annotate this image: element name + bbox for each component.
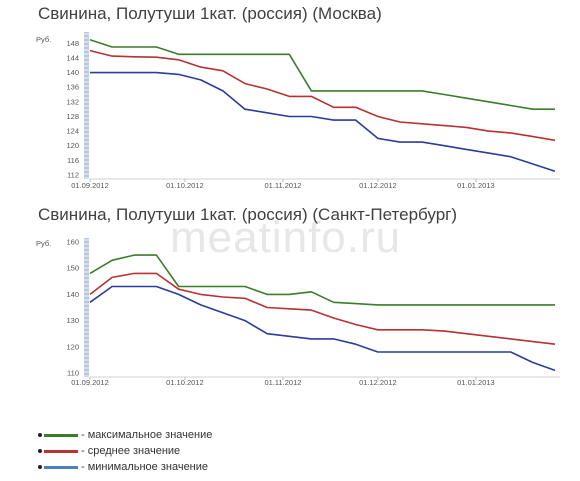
legend-line-avg — [44, 449, 78, 453]
chart-title-moscow: Свинина, Полутуши 1кат. (россия) (Москва… — [38, 4, 382, 23]
y-tick-label: 112 — [67, 171, 79, 180]
series-line-min — [89, 285, 556, 372]
bullet-icon — [38, 449, 42, 453]
legend-label-min: - минимальное значение — [81, 461, 209, 473]
legend: - максимальное значение - среднее значен… — [38, 427, 212, 475]
y-tick-label: 132 — [66, 97, 79, 106]
legend-label-avg: - среднее значение — [81, 445, 181, 457]
chart-title-spb: Свинина, Полутуши 1кат. (россия) (Санкт-… — [38, 205, 458, 224]
bullet-icon — [38, 433, 42, 437]
x-tick-label: 01.09.2012 — [71, 378, 109, 387]
y-tick-label: 124 — [66, 127, 79, 136]
y-tick-label: 150 — [66, 264, 79, 273]
y-axis-band — [84, 238, 89, 377]
series-line-avg — [89, 272, 556, 345]
chart-moscow: Руб. 112 116 120 124 128 132 136 140 144 148 01.09.… — [36, 32, 560, 190]
series-line-avg — [89, 49, 556, 142]
y-tick-label: 120 — [66, 141, 79, 150]
legend-item-max: - максимальное значение — [38, 427, 212, 443]
x-tick-label: 01.10.2012 — [166, 181, 204, 190]
watermark: meatinfo.ru — [170, 213, 402, 262]
y-tick-label: 140 — [66, 290, 79, 299]
legend-line-min — [44, 465, 78, 469]
y-tick-label: 130 — [66, 316, 79, 325]
y-tick-label: 116 — [67, 156, 79, 165]
series-line-min — [90, 71, 556, 173]
x-tick-label: 01.12.2012 — [359, 181, 397, 190]
y-tick-label: 128 — [66, 112, 79, 121]
legend-line-max — [44, 433, 78, 437]
legend-label-max: - максимальное значение — [81, 429, 213, 441]
bullet-icon — [38, 465, 42, 469]
x-tick-label: 01.10.2012 — [166, 378, 204, 387]
series-line-max — [89, 38, 555, 110]
x-tick-label: 01.01.2013 — [457, 181, 495, 190]
chart-spb: Руб. 110 120 130 140 150 160 01.09.2012 01.10.20… — [36, 238, 560, 387]
legend-item-avg: - среднее значение — [38, 443, 212, 459]
y-tick-label: 120 — [66, 342, 79, 351]
y-tick-label: 110 — [67, 369, 79, 378]
y-tick-label: 140 — [66, 68, 79, 77]
y-tick-label: 144 — [66, 53, 79, 62]
x-tick-label: 01.01.2013 — [457, 378, 495, 387]
series-line-max — [89, 254, 555, 306]
x-tick-label: 01.09.2012 — [71, 181, 109, 190]
legend-item-min: - минимальное значение — [38, 459, 212, 475]
y-tick-label: 160 — [66, 238, 79, 247]
y-axis-unit: Руб. — [36, 35, 51, 44]
x-tick-label: 01.11.2012 — [264, 378, 301, 387]
y-tick-label: 136 — [66, 83, 79, 92]
y-axis-unit: Руб. — [36, 239, 51, 248]
x-tick-label: 01.12.2012 — [359, 378, 397, 387]
y-axis-band — [84, 32, 89, 179]
x-tick-label: 01.11.2012 — [264, 181, 301, 190]
y-tick-label: 148 — [66, 39, 79, 48]
